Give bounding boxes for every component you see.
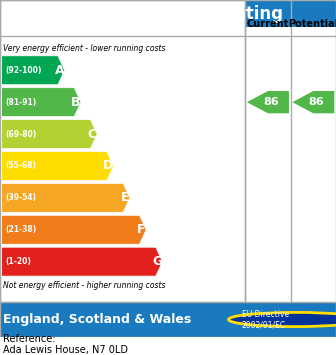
- Polygon shape: [2, 215, 146, 244]
- Polygon shape: [2, 152, 114, 180]
- Text: E: E: [121, 191, 129, 204]
- Text: Not energy efficient - higher running costs: Not energy efficient - higher running co…: [3, 281, 166, 290]
- Text: (1-20): (1-20): [5, 257, 31, 266]
- Text: (39-54): (39-54): [5, 193, 36, 202]
- FancyBboxPatch shape: [0, 0, 336, 27]
- Text: (55-68): (55-68): [5, 162, 36, 170]
- Polygon shape: [292, 91, 334, 113]
- Text: Energy Efficiency Rating: Energy Efficiency Rating: [53, 5, 283, 23]
- Polygon shape: [2, 56, 65, 85]
- Bar: [0, 0, 245, 302]
- Circle shape: [228, 312, 336, 327]
- Text: Very energy efficient - lower running costs: Very energy efficient - lower running co…: [3, 44, 166, 53]
- Text: D: D: [103, 159, 114, 173]
- Text: A: A: [55, 64, 65, 77]
- Polygon shape: [2, 120, 97, 148]
- Text: EU Directive: EU Directive: [242, 310, 289, 319]
- Text: C: C: [88, 127, 97, 141]
- Text: B: B: [71, 95, 81, 109]
- Polygon shape: [2, 247, 163, 276]
- Text: (69-80): (69-80): [5, 130, 36, 138]
- Polygon shape: [2, 184, 130, 212]
- Text: Current: Current: [247, 19, 289, 29]
- Text: (21-38): (21-38): [5, 225, 36, 234]
- Polygon shape: [247, 91, 289, 113]
- Text: 2002/91/EC: 2002/91/EC: [242, 320, 286, 329]
- Text: 86: 86: [263, 97, 279, 107]
- Text: England, Scotland & Wales: England, Scotland & Wales: [3, 313, 192, 326]
- Text: 86: 86: [309, 97, 325, 107]
- Text: Potential: Potential: [288, 19, 336, 29]
- Text: Reference:: Reference:: [3, 334, 56, 344]
- Text: (81-91): (81-91): [5, 98, 36, 106]
- Text: Ada Lewis House, N7 0LD: Ada Lewis House, N7 0LD: [3, 345, 128, 355]
- Text: F: F: [137, 223, 145, 236]
- Text: G: G: [152, 255, 163, 268]
- Polygon shape: [2, 88, 81, 116]
- Text: (92-100): (92-100): [5, 66, 41, 75]
